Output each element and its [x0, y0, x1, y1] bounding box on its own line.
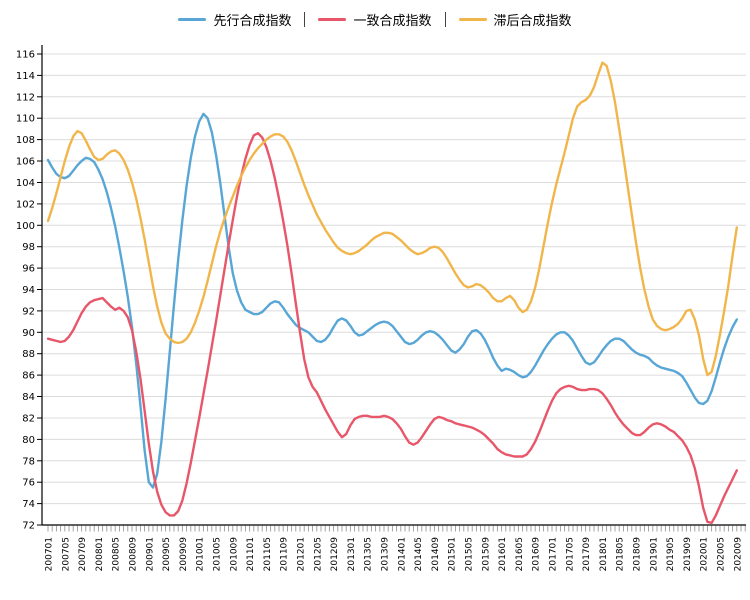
- y-tick-label: 98: [22, 242, 35, 253]
- y-tick-label: 86: [22, 371, 35, 382]
- y-tick-label: 106: [16, 157, 35, 168]
- y-tick-label: 72: [22, 521, 35, 532]
- y-tick-label: 96: [22, 264, 35, 275]
- axes: [41, 45, 746, 526]
- y-tick-label: 100: [16, 221, 35, 232]
- x-tick-label: 201205: [313, 537, 323, 571]
- x-tick-label: 201605: [515, 537, 525, 571]
- legend-separator: [304, 12, 306, 27]
- x-tick-label: 201109: [280, 537, 290, 572]
- x-tick-label: 201201: [297, 537, 307, 571]
- x-tick-label: 201209: [330, 537, 340, 572]
- y-tick-label: 116: [16, 50, 35, 61]
- x-tick-label: 201101: [246, 537, 256, 571]
- y-tick-label: 84: [22, 392, 35, 403]
- x-tick-label: 201401: [397, 537, 407, 571]
- y-tick-label: 74: [22, 499, 35, 510]
- y-tick-label: 78: [22, 456, 35, 467]
- x-tick-label: 202001: [700, 537, 710, 571]
- x-tick-label: 201801: [599, 537, 609, 571]
- x-tick-label: 201305: [364, 537, 374, 571]
- x-tick-label: 201409: [431, 537, 441, 572]
- x-tick-label: 202009: [733, 537, 743, 572]
- x-tick-label: 201501: [448, 537, 458, 571]
- x-tick-label: 201809: [633, 537, 643, 572]
- legend-item-lagging-index[interactable]: 滞后合成指数: [458, 10, 572, 29]
- series-line-coincident: [46, 131, 738, 525]
- gridlines: [42, 53, 746, 505]
- series-line-lagging: [46, 61, 738, 377]
- x-tick-label: 201105: [263, 537, 273, 571]
- y-tick-label: 108: [16, 135, 35, 146]
- y-tick-label: 114: [16, 71, 35, 82]
- x-tick-label: 200701: [45, 537, 55, 571]
- y-tick-label: 80: [22, 435, 35, 446]
- y-tick-label: 94: [22, 285, 35, 296]
- x-tick-label: 200901: [145, 537, 155, 571]
- legend-label-leading: 先行合成指数: [213, 14, 292, 29]
- x-tick-label: 200909: [179, 537, 189, 572]
- x-tick-label: 201705: [565, 537, 575, 571]
- x-tick-label: 201701: [549, 537, 559, 571]
- legend-item-coincident-index[interactable]: 一致合成指数: [318, 10, 432, 29]
- x-tick-label: 201301: [347, 537, 357, 571]
- legend-separator: [444, 12, 446, 27]
- y-tick-label: 110: [16, 114, 35, 125]
- x-tick-label: 201805: [616, 537, 626, 571]
- legend-item-leading-index[interactable]: 先行合成指数: [178, 10, 291, 29]
- x-tick-label: 201009: [229, 537, 239, 572]
- x-tick-label: 201001: [196, 537, 206, 571]
- legend-line-swatch-yellow: [458, 18, 487, 21]
- legend-label-lagging: 滞后合成指数: [493, 14, 572, 29]
- x-tick-label: 200805: [112, 537, 122, 571]
- y-tick-label: 104: [16, 178, 35, 189]
- legend-line-swatch-blue: [178, 18, 207, 21]
- x-tick-label: 201505: [465, 537, 475, 571]
- legend-line-swatch-red: [318, 18, 347, 21]
- x-tick-label: 201609: [532, 537, 542, 572]
- x-tick-label: 200809: [129, 537, 139, 572]
- x-tick-label: 201509: [481, 537, 491, 572]
- legend: 先行合成指数 一致合成指数 滞后合成指数: [0, 10, 750, 29]
- x-tick-label: 200801: [95, 537, 105, 571]
- x-tick-label: 201309: [381, 537, 391, 572]
- y-tick-label: 112: [16, 92, 35, 103]
- x-tick-label: 201901: [649, 537, 659, 571]
- x-tick-label: 201905: [666, 537, 676, 571]
- legend-label-coincident: 一致合成指数: [353, 14, 432, 29]
- x-tick-label: 201405: [414, 537, 424, 571]
- y-tick-label: 82: [22, 413, 35, 424]
- x-tick-label: 201909: [683, 537, 693, 572]
- y-tick-label: 90: [22, 328, 35, 339]
- x-tick-label: 202005: [717, 537, 727, 571]
- x-tick-label: 201709: [582, 537, 592, 572]
- y-tick-label: 76: [22, 478, 35, 489]
- y-axis-ticks-labels: 72 74 76 78 80 82 84 86 88 90 92 94 96 98 100 102 104 106…: [16, 50, 42, 532]
- x-axis-ticks: [47, 525, 746, 532]
- y-tick-label: 102: [16, 199, 35, 210]
- x-axis-labels: 200701 200705 200709 200801 200805 200809 2009…: [45, 537, 744, 572]
- x-tick-label: 200705: [61, 537, 71, 571]
- x-tick-label: 200905: [162, 537, 172, 571]
- series-line-leading: [46, 112, 738, 489]
- x-tick-label: 201601: [498, 537, 508, 571]
- y-tick-label: 92: [22, 306, 35, 317]
- y-tick-label: 88: [22, 349, 35, 360]
- x-tick-label: 201005: [213, 537, 223, 571]
- x-tick-label: 200709: [78, 537, 88, 572]
